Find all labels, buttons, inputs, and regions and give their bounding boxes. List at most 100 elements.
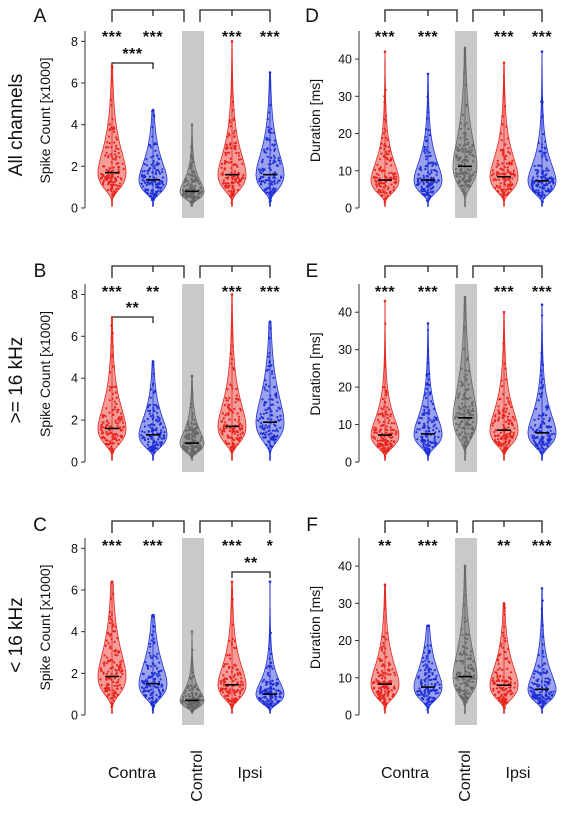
- data-point: [427, 442, 430, 445]
- data-point: [424, 189, 427, 193]
- data-point: [495, 687, 499, 690]
- data-point: [199, 436, 203, 439]
- data-point: [530, 686, 533, 689]
- data-point: [381, 669, 384, 673]
- data-point: [239, 690, 242, 693]
- data-point: [430, 161, 434, 164]
- data-point: [508, 432, 511, 435]
- data-point: [106, 141, 109, 144]
- data-point: [162, 436, 165, 439]
- data-point: [267, 129, 270, 132]
- data-point: [151, 135, 154, 138]
- data-point: [533, 180, 536, 183]
- data-point: [547, 440, 550, 443]
- data-point: [504, 157, 507, 161]
- data-point: [498, 173, 501, 176]
- data-point: [506, 680, 509, 683]
- data-point: [496, 696, 499, 699]
- y-tick-label: 10: [338, 671, 352, 685]
- data-point: [162, 426, 165, 429]
- data-point: [384, 184, 387, 187]
- data-point: [263, 703, 266, 706]
- data-point: [424, 447, 427, 450]
- data-point: [383, 607, 386, 610]
- data-point: [383, 118, 386, 121]
- data-point: [548, 678, 552, 682]
- data-point: [541, 705, 544, 708]
- data-point: [153, 390, 156, 393]
- data-point: [423, 408, 426, 411]
- data-point: [533, 164, 536, 167]
- data-point: [118, 185, 121, 188]
- data-point: [500, 688, 503, 691]
- data-point: [434, 444, 437, 447]
- data-point: [142, 185, 145, 188]
- data-point: [375, 678, 378, 682]
- data-point: [276, 434, 279, 437]
- data-point: [550, 187, 553, 190]
- data-point: [468, 678, 471, 681]
- data-point: [429, 701, 432, 704]
- data-point: [429, 195, 432, 198]
- data-point: [531, 428, 535, 431]
- data-point: [220, 166, 223, 169]
- data-point: [543, 196, 546, 199]
- data-point: [473, 171, 476, 174]
- data-point: [542, 436, 545, 439]
- data-point: [192, 431, 196, 434]
- data-point: [104, 690, 107, 693]
- data-point: [461, 406, 464, 409]
- data-point: [544, 169, 547, 172]
- data-point: [455, 660, 458, 663]
- data-point: [228, 151, 231, 154]
- data-point: [392, 175, 396, 178]
- data-point: [263, 181, 267, 184]
- data-point: [239, 433, 242, 436]
- data-point: [270, 694, 273, 697]
- data-point: [457, 423, 460, 426]
- violin-ipsi-red: [489, 310, 519, 461]
- data-point: [118, 420, 121, 423]
- data-point: [494, 429, 498, 432]
- data-point-max: [190, 123, 194, 126]
- data-point: [156, 443, 159, 446]
- data-point: [426, 687, 429, 690]
- data-point: [385, 162, 388, 165]
- data-point: [225, 687, 228, 690]
- data-point: [463, 444, 466, 447]
- data-point: [463, 603, 466, 606]
- data-point: [150, 639, 153, 642]
- data-point: [534, 441, 537, 444]
- data-point: [381, 424, 384, 427]
- data-point: [276, 678, 279, 681]
- data-point: [231, 445, 234, 448]
- data-point: [507, 161, 511, 165]
- data-point: [463, 447, 466, 450]
- data-point: [540, 374, 543, 377]
- data-point: [378, 687, 381, 690]
- pair-bracket: [231, 571, 271, 578]
- y-axis-label: Duration [ms]: [307, 79, 323, 162]
- data-point: [503, 436, 506, 439]
- significance-stars: ***: [260, 284, 280, 301]
- data-point-max: [190, 630, 194, 633]
- data-point: [231, 187, 235, 190]
- data-point: [377, 173, 380, 176]
- data-point: [472, 155, 475, 158]
- data-point: [458, 172, 462, 175]
- data-point: [464, 641, 467, 645]
- data-point: [268, 657, 271, 660]
- data-point: [431, 164, 434, 167]
- data-point: [430, 181, 433, 184]
- data-point: [116, 418, 120, 421]
- data-point: [385, 443, 388, 446]
- data-point: [107, 422, 110, 425]
- data-point: [269, 661, 273, 665]
- data-point: [265, 411, 268, 414]
- data-point: [113, 141, 116, 144]
- data-point: [466, 689, 469, 692]
- data-point: [279, 418, 282, 421]
- data-point: [104, 154, 107, 157]
- data-point: [422, 441, 425, 444]
- data-point: [418, 416, 421, 419]
